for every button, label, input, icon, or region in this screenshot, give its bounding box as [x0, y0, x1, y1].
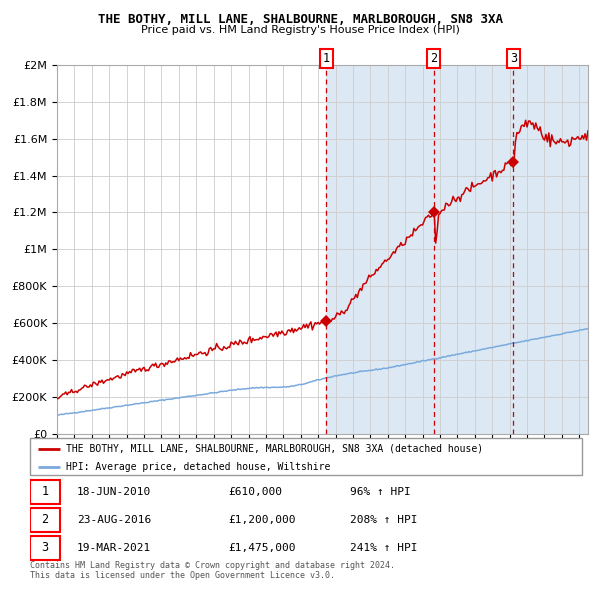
FancyBboxPatch shape [30, 438, 582, 475]
FancyBboxPatch shape [30, 480, 61, 504]
Text: This data is licensed under the Open Government Licence v3.0.: This data is licensed under the Open Gov… [30, 571, 335, 580]
Bar [326, 65, 597, 434]
Text: HPI: Average price, detached house, Wiltshire: HPI: Average price, detached house, Wilt… [66, 462, 330, 472]
Text: Price paid vs. HM Land Registry's House Price Index (HPI): Price paid vs. HM Land Registry's House … [140, 25, 460, 35]
Text: 2: 2 [41, 513, 49, 526]
Text: 3: 3 [41, 541, 49, 554]
FancyBboxPatch shape [30, 507, 61, 532]
Text: 1: 1 [41, 486, 49, 499]
Text: 2: 2 [430, 52, 437, 65]
Text: 241% ↑ HPI: 241% ↑ HPI [350, 543, 418, 553]
Text: 18-JUN-2010: 18-JUN-2010 [77, 487, 151, 497]
Text: Contains HM Land Registry data © Crown copyright and database right 2024.: Contains HM Land Registry data © Crown c… [30, 560, 395, 569]
Text: £1,200,000: £1,200,000 [229, 515, 296, 525]
Text: £610,000: £610,000 [229, 487, 283, 497]
Text: 208% ↑ HPI: 208% ↑ HPI [350, 515, 418, 525]
Text: £1,475,000: £1,475,000 [229, 543, 296, 553]
Text: 19-MAR-2021: 19-MAR-2021 [77, 543, 151, 553]
FancyBboxPatch shape [30, 536, 61, 560]
Text: 96% ↑ HPI: 96% ↑ HPI [350, 487, 411, 497]
Text: 23-AUG-2016: 23-AUG-2016 [77, 515, 151, 525]
Text: 1: 1 [323, 52, 330, 65]
Text: THE BOTHY, MILL LANE, SHALBOURNE, MARLBOROUGH, SN8 3XA (detached house): THE BOTHY, MILL LANE, SHALBOURNE, MARLBO… [66, 444, 483, 454]
Text: THE BOTHY, MILL LANE, SHALBOURNE, MARLBOROUGH, SN8 3XA: THE BOTHY, MILL LANE, SHALBOURNE, MARLBO… [97, 13, 503, 26]
Text: 3: 3 [510, 52, 517, 65]
